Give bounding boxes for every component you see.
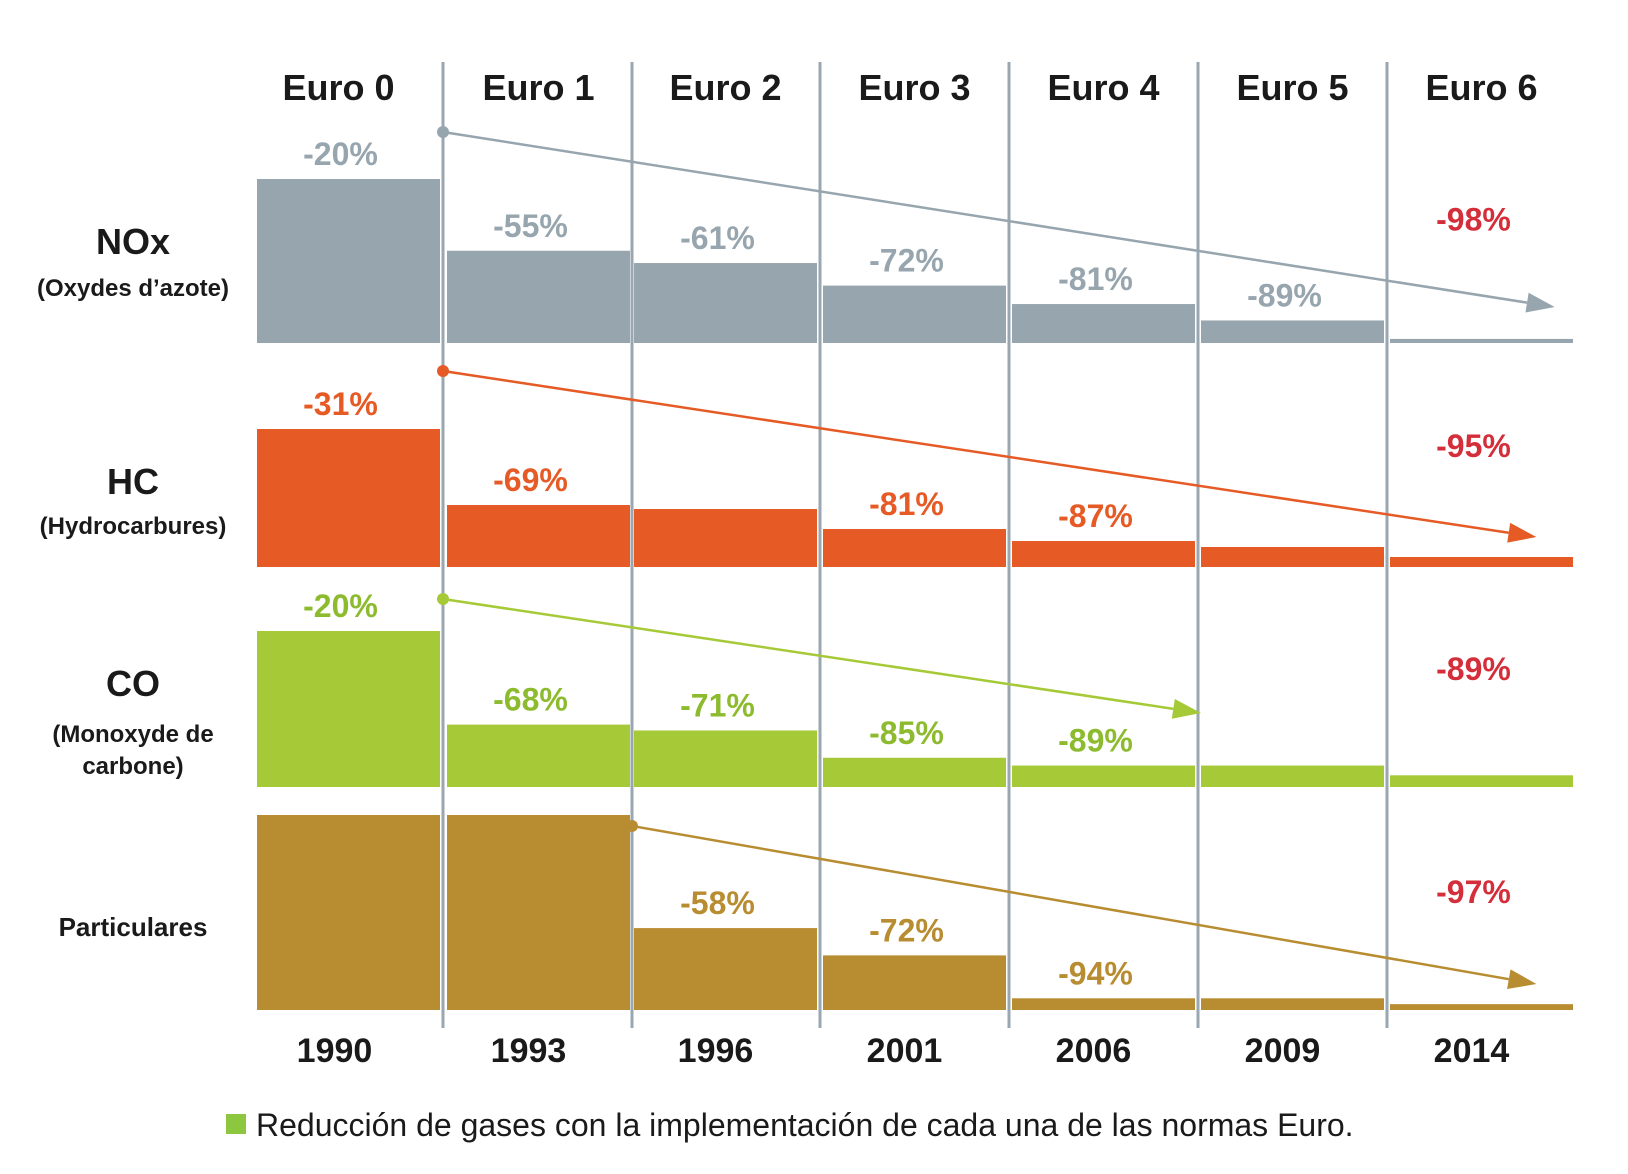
dividers-layer <box>441 62 1389 1028</box>
bar <box>1390 557 1573 567</box>
value-label: -89% <box>1058 723 1133 759</box>
bar <box>447 505 630 567</box>
value-label: -20% <box>303 136 378 172</box>
bar <box>634 730 817 787</box>
row-label: NOx <box>96 221 170 262</box>
trend-arrow-head <box>1507 522 1537 543</box>
bar <box>823 757 1006 787</box>
column-header: Euro 4 <box>1047 67 1159 108</box>
row-sublabel: (Monoxyde de <box>52 721 213 748</box>
bar <box>823 285 1006 343</box>
value-label: -31% <box>303 386 378 422</box>
year-label: 2001 <box>867 1032 943 1070</box>
value-label: -97% <box>1436 874 1511 910</box>
value-label: -58% <box>680 885 755 921</box>
bar <box>257 429 440 567</box>
bar <box>257 179 440 343</box>
trend-arrow-head <box>1525 292 1555 313</box>
column-header: Euro 3 <box>858 67 970 108</box>
row-label: Particulares <box>59 912 208 942</box>
year-label: 2006 <box>1056 1032 1132 1070</box>
year-label: 2014 <box>1434 1032 1510 1070</box>
trend-arrow-line <box>631 824 1510 981</box>
column-header: Euro 5 <box>1236 67 1348 108</box>
value-label: -55% <box>493 208 568 244</box>
labels-layer: Euro 0 1990 Euro 1 1993 Euro 2 1996 Euro 3 2001… <box>37 67 1538 1070</box>
row-label: CO <box>106 663 160 704</box>
bars-layer <box>257 179 1573 1010</box>
value-label: -89% <box>1436 651 1511 687</box>
legend: Reducción de gases con la implementación… <box>226 1107 1354 1143</box>
bar <box>634 509 817 567</box>
legend-marker <box>226 1114 246 1134</box>
bar <box>1390 775 1573 787</box>
value-label: -95% <box>1436 428 1511 464</box>
trend-arrow-line <box>442 597 1174 711</box>
bar <box>447 250 630 343</box>
trend-arrow-line <box>442 130 1528 304</box>
trend-arrows-layer <box>437 126 1555 990</box>
column-header: Euro 0 <box>282 67 394 108</box>
year-label: 1993 <box>491 1032 567 1070</box>
year-label: 1996 <box>678 1032 754 1070</box>
bar <box>1201 320 1384 343</box>
bar <box>1201 547 1384 567</box>
value-label: -94% <box>1058 955 1133 991</box>
row-label: HC <box>107 461 159 502</box>
bar <box>1012 304 1195 343</box>
bar <box>823 529 1006 567</box>
trend-arrow-head <box>1171 698 1201 719</box>
bar <box>447 815 630 1010</box>
bar <box>1390 1004 1573 1010</box>
bar <box>447 724 630 787</box>
column-header: Euro 1 <box>482 67 594 108</box>
trend-arrow-head <box>1507 969 1537 990</box>
value-label: -61% <box>680 220 755 256</box>
bar <box>1390 338 1573 343</box>
bar <box>823 955 1006 1010</box>
bar <box>634 263 817 343</box>
value-label: -20% <box>303 588 378 624</box>
trend-arrow-line <box>442 369 1509 535</box>
bar <box>1012 765 1195 787</box>
value-label: -98% <box>1436 201 1511 237</box>
value-label: -81% <box>1058 261 1133 297</box>
bar <box>257 631 440 787</box>
value-label: -72% <box>869 243 944 279</box>
value-label: -87% <box>1058 498 1133 534</box>
column-header: Euro 2 <box>669 67 781 108</box>
bar <box>257 815 440 1010</box>
column-header: Euro 6 <box>1425 67 1537 108</box>
value-label: -68% <box>493 682 568 718</box>
value-label: -85% <box>869 715 944 751</box>
bar <box>1201 765 1384 787</box>
year-label: 2009 <box>1245 1032 1321 1070</box>
year-label: 1990 <box>297 1032 373 1070</box>
value-label: -72% <box>869 912 944 948</box>
row-sublabel: carbone) <box>82 753 183 780</box>
bar <box>1201 998 1384 1010</box>
bar <box>1012 541 1195 567</box>
value-label: -69% <box>493 462 568 498</box>
value-label: -89% <box>1247 277 1322 313</box>
bar <box>1012 998 1195 1010</box>
legend-text: Reducción de gases con la implementación… <box>256 1107 1354 1143</box>
value-label: -71% <box>680 687 755 723</box>
bar <box>634 928 817 1010</box>
row-sublabel: (Oxydes d’azote) <box>37 275 229 302</box>
row-sublabel: (Hydrocarbures) <box>40 513 227 540</box>
value-label: -81% <box>869 486 944 522</box>
